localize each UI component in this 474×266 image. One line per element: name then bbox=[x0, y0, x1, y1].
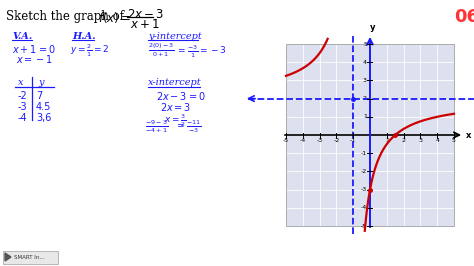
Text: $x=-1$: $x=-1$ bbox=[16, 53, 53, 65]
Text: x: x bbox=[18, 78, 24, 87]
Text: V.A.: V.A. bbox=[12, 32, 32, 41]
Bar bbox=[286, 44, 454, 226]
Text: $=\frac{-11}{-3}$: $=\frac{-11}{-3}$ bbox=[175, 118, 201, 135]
Text: 3,6: 3,6 bbox=[36, 113, 51, 123]
Text: $f(x) =$: $f(x) =$ bbox=[98, 10, 131, 25]
Text: 1: 1 bbox=[363, 114, 367, 119]
Text: $\frac{2(0)-3}{0+1}$: $\frac{2(0)-3}{0+1}$ bbox=[148, 42, 175, 59]
Text: -1: -1 bbox=[361, 151, 367, 156]
Text: x: x bbox=[466, 131, 471, 139]
Text: 2: 2 bbox=[401, 139, 406, 143]
Text: y: y bbox=[370, 23, 376, 32]
Text: 5: 5 bbox=[363, 41, 367, 47]
Text: x-intercept: x-intercept bbox=[148, 78, 201, 87]
Text: $\frac{-9-3}{-4+1}$: $\frac{-9-3}{-4+1}$ bbox=[145, 118, 168, 135]
Text: 5: 5 bbox=[452, 139, 456, 143]
Text: H.A.: H.A. bbox=[72, 32, 96, 41]
Text: -3: -3 bbox=[361, 187, 367, 192]
Text: $x=\frac{3}{2}$: $x=\frac{3}{2}$ bbox=[164, 112, 187, 129]
Bar bbox=[3, 251, 58, 264]
Text: 2: 2 bbox=[363, 96, 367, 101]
Text: -2: -2 bbox=[333, 139, 339, 143]
Text: -2: -2 bbox=[18, 91, 28, 101]
Text: -3: -3 bbox=[317, 139, 323, 143]
Text: 7: 7 bbox=[36, 91, 42, 101]
Text: -5: -5 bbox=[361, 223, 367, 228]
Text: 1: 1 bbox=[385, 139, 389, 143]
Text: y-intercept: y-intercept bbox=[148, 32, 202, 41]
Text: 4: 4 bbox=[363, 60, 367, 65]
Text: y: y bbox=[38, 78, 44, 87]
Text: $2x-3=0$: $2x-3=0$ bbox=[156, 90, 206, 102]
Text: $2x-3$: $2x-3$ bbox=[127, 7, 164, 20]
Text: 4: 4 bbox=[435, 139, 439, 143]
Text: $y=\frac{2}{1}=2$: $y=\frac{2}{1}=2$ bbox=[70, 42, 109, 59]
Text: 4.5: 4.5 bbox=[36, 102, 51, 112]
Text: -5: -5 bbox=[283, 139, 289, 143]
Text: 3: 3 bbox=[363, 78, 367, 83]
Text: 3: 3 bbox=[419, 139, 422, 143]
Bar bbox=[286, 44, 454, 226]
Text: $x+1$: $x+1$ bbox=[130, 18, 160, 31]
Text: -4: -4 bbox=[300, 139, 306, 143]
Text: -4: -4 bbox=[18, 113, 27, 123]
Text: -3: -3 bbox=[18, 102, 27, 112]
Text: Sketch the graph of: Sketch the graph of bbox=[6, 10, 128, 23]
Text: SMART In...: SMART In... bbox=[14, 255, 45, 260]
Text: -2: -2 bbox=[361, 169, 367, 174]
Text: -1: -1 bbox=[350, 139, 356, 143]
Text: $x+1=0$: $x+1=0$ bbox=[12, 43, 55, 55]
Text: 06: 06 bbox=[454, 8, 474, 26]
Text: .: . bbox=[154, 10, 158, 23]
Text: $2x=3$: $2x=3$ bbox=[160, 101, 191, 113]
Text: $=\frac{-3}{1}=-3$: $=\frac{-3}{1}=-3$ bbox=[176, 43, 227, 60]
Text: -4: -4 bbox=[361, 205, 367, 210]
Polygon shape bbox=[5, 253, 11, 261]
